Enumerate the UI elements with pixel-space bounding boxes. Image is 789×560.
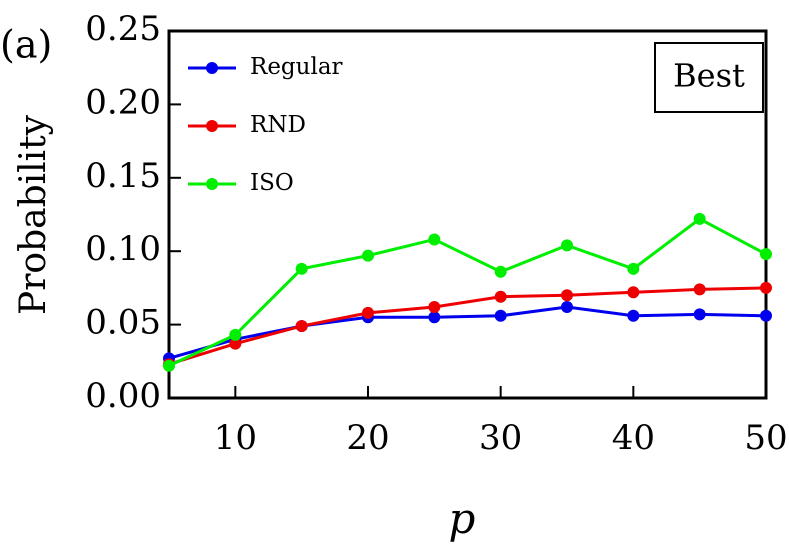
legend-marker — [206, 62, 218, 74]
y-tick-label: 0.10 — [85, 229, 161, 269]
legend-label: RND — [250, 112, 306, 138]
series-line — [168, 286, 767, 366]
series-line — [168, 305, 767, 360]
data-point — [295, 262, 308, 275]
legend-label: Regular — [250, 54, 343, 80]
x-tick-label: 30 — [479, 418, 522, 458]
x-tick-label: 50 — [744, 418, 787, 458]
plot-frame — [167, 29, 768, 400]
data-point — [494, 265, 507, 278]
x-tick-label: 40 — [612, 418, 655, 458]
x-axis-label: p — [449, 494, 476, 543]
data-point — [229, 328, 242, 341]
data-point — [627, 309, 640, 322]
data-point — [693, 308, 706, 321]
data-point — [428, 300, 441, 313]
data-point — [494, 309, 507, 322]
data-point — [693, 212, 706, 225]
data-point — [760, 281, 772, 294]
legend-marker — [206, 120, 218, 132]
data-point — [428, 311, 441, 324]
data-point — [362, 249, 374, 262]
annotation-box — [654, 42, 764, 113]
data-point — [362, 306, 374, 319]
data-point — [627, 286, 640, 299]
legend-label: ISO — [250, 170, 294, 196]
data-point — [760, 248, 772, 261]
y-tick-label: 0.25 — [85, 9, 161, 49]
legend-marker — [206, 178, 218, 190]
data-point — [693, 283, 706, 296]
series-line — [168, 217, 767, 368]
data-point — [229, 337, 242, 350]
panel-label: (a) — [0, 23, 52, 67]
y-tick-label: 0.05 — [85, 303, 161, 343]
data-point — [163, 359, 175, 372]
data-point — [561, 300, 573, 313]
data-point — [561, 289, 573, 302]
y-tick-label: 0.15 — [85, 156, 161, 196]
x-tick-label: 20 — [346, 418, 389, 458]
data-point — [295, 320, 308, 333]
data-point — [561, 239, 573, 252]
y-axis-label: Probability — [13, 114, 54, 315]
x-tick-label: 10 — [214, 418, 257, 458]
data-point — [760, 309, 772, 322]
data-point — [494, 290, 507, 303]
data-point — [627, 262, 640, 275]
y-tick-label: 0.20 — [85, 82, 161, 122]
annotation-text: Best — [673, 57, 745, 95]
y-tick-label: 0.00 — [85, 376, 161, 416]
data-point — [428, 233, 441, 246]
